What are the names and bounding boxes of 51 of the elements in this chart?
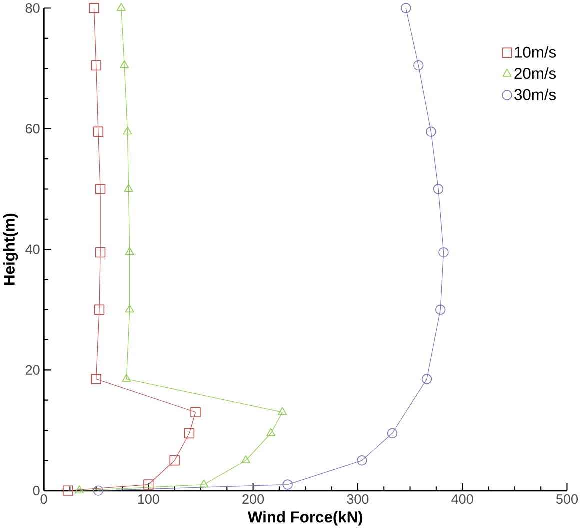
x-tick-label: 200 — [242, 494, 264, 504]
x-tick-label: 400 — [452, 494, 474, 504]
y-tick-label: 80 — [26, 3, 40, 13]
point — [357, 455, 368, 466]
y-tick-label: 20 — [26, 365, 40, 375]
point — [426, 126, 436, 137]
point — [200, 480, 209, 488]
point — [93, 126, 104, 137]
point — [120, 60, 130, 68]
point — [122, 374, 132, 382]
point — [95, 247, 106, 258]
y-tick-label: 0 — [33, 486, 40, 496]
point — [282, 480, 293, 490]
point — [242, 455, 250, 464]
point — [400, 3, 412, 14]
point — [184, 428, 195, 438]
y-axis-title: Height(m) — [3, 214, 18, 285]
point — [433, 184, 444, 194]
point — [91, 60, 102, 71]
point — [124, 184, 134, 192]
point — [125, 247, 134, 256]
point — [436, 304, 446, 315]
point — [89, 3, 100, 14]
x-tick-label: 100 — [138, 494, 160, 504]
point — [95, 184, 106, 194]
x-tick-label: 500 — [556, 494, 578, 504]
point — [125, 304, 134, 312]
point — [170, 455, 180, 466]
x-tick-label: 300 — [347, 494, 369, 504]
x-tick-label: 0 — [40, 494, 48, 504]
legend-label: 30m/s — [514, 88, 556, 100]
point — [414, 60, 424, 71]
point — [94, 304, 105, 315]
point — [116, 3, 126, 11]
point — [278, 407, 288, 416]
point — [438, 247, 449, 258]
x-axis-title: Wind Force(kN) — [248, 511, 363, 526]
point — [144, 480, 154, 490]
point — [62, 486, 74, 496]
legend-label: 20m/s — [514, 68, 556, 79]
point — [190, 407, 201, 418]
point — [75, 486, 84, 494]
point — [422, 374, 432, 384]
point — [91, 374, 102, 384]
y-tick-label: 40 — [26, 244, 40, 254]
point — [387, 428, 398, 438]
legend-label: 10m/s — [515, 46, 556, 58]
y-tick-label: 60 — [26, 124, 40, 134]
point — [266, 428, 276, 436]
point — [123, 126, 132, 135]
point — [93, 486, 104, 496]
